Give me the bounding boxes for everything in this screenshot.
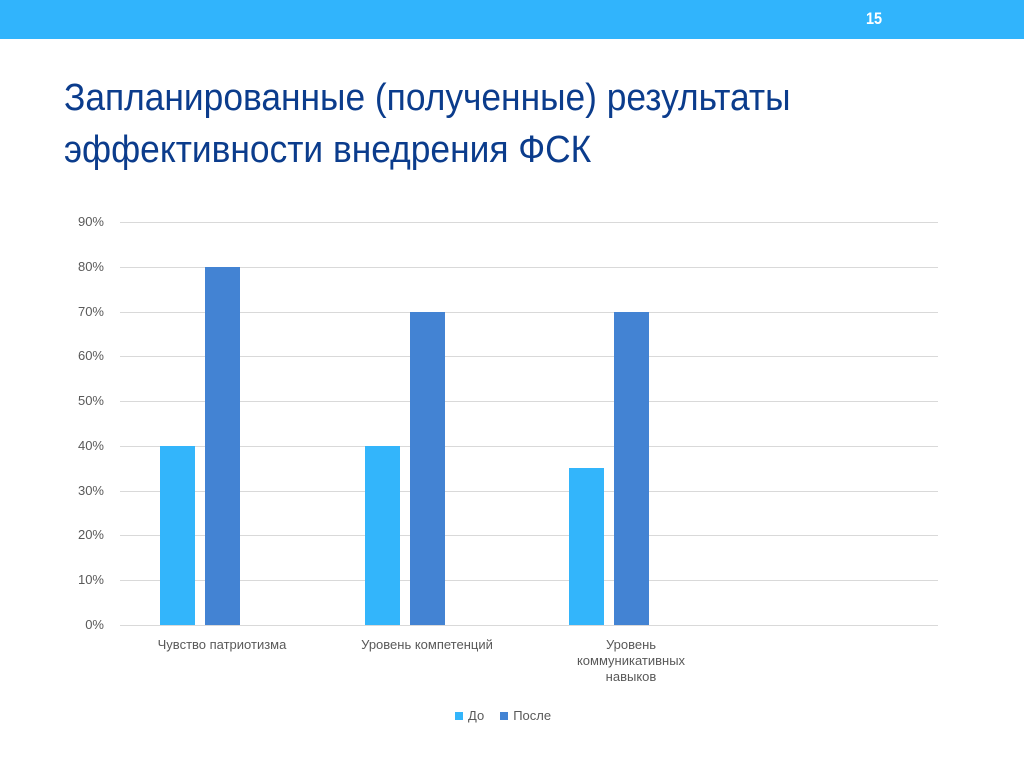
- bar-before: [160, 446, 195, 625]
- gridline: [120, 446, 938, 447]
- y-tick-label: 80%: [77, 259, 104, 274]
- bar-after: [410, 312, 445, 625]
- gridline: [120, 625, 938, 626]
- gridline: [120, 535, 938, 536]
- gridline: [120, 401, 938, 402]
- gridline: [120, 222, 938, 223]
- bar-after: [205, 267, 240, 625]
- gridline: [120, 356, 938, 357]
- legend-item: После: [500, 708, 551, 723]
- slide-header-bar: 15: [0, 0, 1024, 39]
- y-tick-label: 40%: [77, 438, 104, 453]
- y-tick-label: 20%: [77, 527, 104, 542]
- bar-before: [569, 468, 604, 625]
- gridline: [120, 267, 938, 268]
- gridline: [120, 580, 938, 581]
- y-tick-label: 70%: [77, 304, 104, 319]
- slide-title: Запланированные (полученные) результаты …: [64, 72, 920, 176]
- gridline: [120, 491, 938, 492]
- y-tick-label: 0%: [85, 617, 104, 632]
- x-category-label: Чувство патриотизма: [157, 637, 287, 652]
- y-tick-label: 10%: [77, 572, 104, 587]
- chart-legend: До После: [455, 708, 567, 723]
- legend-item: До: [455, 708, 484, 723]
- slide-title-line-2: эффективности внедрения ФСК: [64, 129, 592, 171]
- y-tick-label: 90%: [77, 214, 104, 229]
- legend-label: После: [513, 708, 552, 723]
- legend-swatch-icon: [455, 711, 463, 720]
- slide-number: 15: [866, 9, 883, 28]
- legend-swatch-icon: [500, 711, 509, 720]
- slide-title-line-1: Запланированные (полученные) результаты: [64, 77, 791, 119]
- y-tick-label: 30%: [77, 483, 104, 498]
- y-tick-label: 60%: [77, 348, 104, 363]
- x-category-label: Уровень компетенций: [361, 637, 493, 652]
- bar-before: [365, 446, 400, 625]
- legend-label: До: [468, 708, 485, 723]
- bar-after: [614, 312, 649, 625]
- gridline: [120, 312, 938, 313]
- y-tick-label: 50%: [77, 393, 104, 408]
- x-category-label: Уровень коммуникативных навыков: [576, 637, 686, 684]
